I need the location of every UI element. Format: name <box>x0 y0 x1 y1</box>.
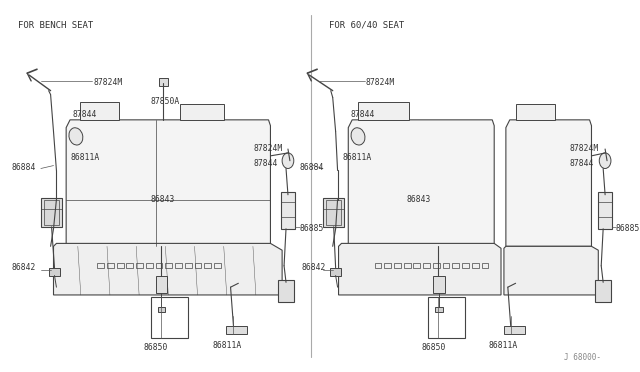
Bar <box>214 263 221 268</box>
Bar <box>175 263 182 268</box>
Bar <box>185 263 191 268</box>
Text: 87824M: 87824M <box>93 78 123 87</box>
Text: 86811A: 86811A <box>342 153 372 162</box>
Polygon shape <box>348 120 494 246</box>
Bar <box>443 263 449 268</box>
Text: 86842: 86842 <box>12 263 36 272</box>
Polygon shape <box>504 246 598 295</box>
Text: J 68000-: J 68000- <box>564 353 601 362</box>
Text: FOR BENCH SEAT: FOR BENCH SEAT <box>17 20 93 30</box>
Ellipse shape <box>599 153 611 169</box>
Bar <box>159 78 168 86</box>
Text: 86842: 86842 <box>301 263 326 272</box>
Bar <box>472 263 479 268</box>
Bar <box>394 263 401 268</box>
Text: 87824M: 87824M <box>366 78 395 87</box>
Text: 86885: 86885 <box>616 224 640 233</box>
Bar <box>323 198 344 227</box>
Text: 87844: 87844 <box>73 110 97 119</box>
Ellipse shape <box>282 153 294 169</box>
Bar <box>374 263 381 268</box>
Ellipse shape <box>351 128 365 145</box>
Polygon shape <box>506 120 591 246</box>
Polygon shape <box>80 102 118 120</box>
Polygon shape <box>66 120 271 246</box>
Bar <box>281 192 295 229</box>
Bar <box>49 268 60 276</box>
Bar <box>156 276 167 293</box>
Text: 86811A: 86811A <box>488 341 518 350</box>
Bar <box>116 263 124 268</box>
Text: FOR 60/40 SEAT: FOR 60/40 SEAT <box>329 20 404 30</box>
Bar <box>44 200 60 225</box>
Bar <box>41 198 62 227</box>
Bar <box>462 263 469 268</box>
Text: 86884: 86884 <box>12 163 36 171</box>
Bar <box>157 307 165 312</box>
Bar <box>127 263 133 268</box>
Bar <box>278 280 294 302</box>
Bar <box>384 263 391 268</box>
Bar <box>226 326 247 334</box>
Bar <box>598 192 612 229</box>
Bar <box>452 263 459 268</box>
Polygon shape <box>339 243 501 295</box>
Polygon shape <box>54 243 282 295</box>
Text: 87844: 87844 <box>350 110 374 119</box>
Text: 87824M: 87824M <box>254 144 283 153</box>
Text: 87850A: 87850A <box>151 97 180 106</box>
Bar <box>151 297 188 338</box>
Bar <box>195 263 202 268</box>
Bar <box>435 307 443 312</box>
Bar <box>481 263 488 268</box>
Ellipse shape <box>69 128 83 145</box>
Polygon shape <box>358 102 408 120</box>
Bar <box>428 297 465 338</box>
Text: 86885: 86885 <box>300 224 324 233</box>
Bar <box>433 276 445 293</box>
Bar <box>326 200 342 225</box>
Bar <box>107 263 114 268</box>
Bar <box>404 263 410 268</box>
Bar <box>146 263 153 268</box>
Bar <box>156 263 163 268</box>
Text: 86850: 86850 <box>421 343 445 352</box>
Polygon shape <box>180 104 224 120</box>
Bar <box>330 268 342 276</box>
Text: 86850: 86850 <box>144 343 168 352</box>
Bar <box>595 280 611 302</box>
Text: 87824M: 87824M <box>569 144 598 153</box>
Bar <box>165 263 172 268</box>
Text: 87844: 87844 <box>569 159 593 168</box>
Bar <box>136 263 143 268</box>
Text: 86843: 86843 <box>406 195 431 204</box>
Text: 87844: 87844 <box>254 159 278 168</box>
Bar <box>433 263 440 268</box>
Bar <box>413 263 420 268</box>
Text: 86843: 86843 <box>151 195 175 204</box>
Bar <box>97 263 104 268</box>
Text: 86811A: 86811A <box>70 153 99 162</box>
Text: 86811A: 86811A <box>212 341 241 350</box>
Bar <box>204 263 211 268</box>
Bar <box>423 263 430 268</box>
Text: 86884: 86884 <box>300 163 324 171</box>
Bar <box>504 326 525 334</box>
Polygon shape <box>516 104 554 120</box>
